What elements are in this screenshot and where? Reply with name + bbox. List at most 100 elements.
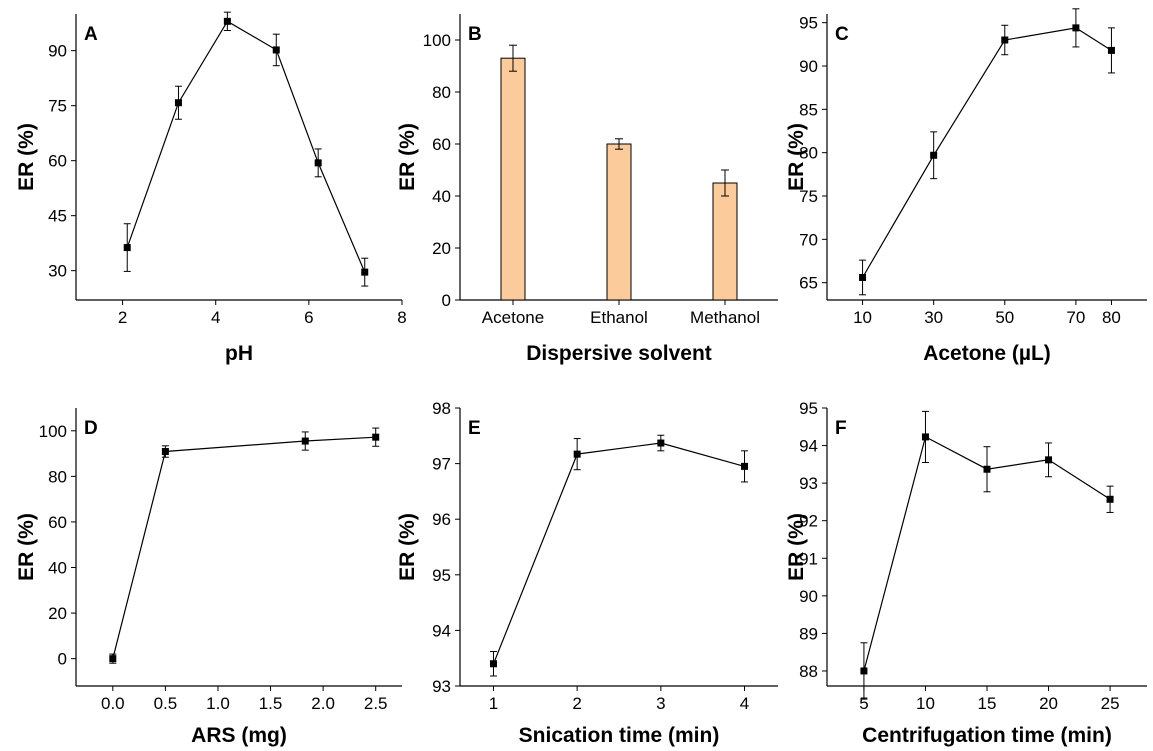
x-tick-label: 10 — [853, 308, 872, 327]
series-line — [126, 20, 366, 273]
y-tick-label: 60 — [432, 135, 451, 154]
data-point — [1001, 36, 1009, 44]
data-point — [741, 462, 749, 470]
y-tick-label: 100 — [423, 31, 451, 50]
x-axis-title: ARS (mg) — [191, 724, 287, 747]
y-axis-title: ER (%) — [785, 513, 808, 581]
data-point — [983, 465, 991, 473]
panel-letter: E — [468, 418, 481, 439]
x-tick-label: 6 — [304, 308, 313, 327]
data-point — [109, 655, 117, 663]
panel-f: 88 89 90 91 92 93 94 95 5 10 15 20 25 F Centrifugation… — [785, 399, 1147, 747]
panel-letter: F — [835, 418, 847, 439]
y-tick-label: 80 — [48, 467, 67, 486]
y-tick-label: 88 — [799, 662, 818, 681]
data-point — [223, 17, 231, 25]
panel-a: 30 45 60 75 90 2 4 6 8 ApH ER (%) — [15, 11, 407, 365]
x-tick-label: 2 — [118, 308, 127, 327]
x-tick-label: 15 — [978, 694, 997, 713]
data-point — [272, 46, 280, 54]
y-tick-label: 95 — [799, 399, 818, 418]
y-tick-label: 85 — [799, 100, 818, 119]
panel-c: 65 70 75 80 85 90 95 10 30 50 70 80 C Acetone (µL) ER … — [785, 8, 1147, 365]
y-axis-title: ER (%) — [396, 123, 419, 191]
x-axis-title: Acetone (µL) — [923, 342, 1051, 365]
y-axis-title: ER (%) — [785, 123, 808, 191]
data-point — [314, 159, 322, 167]
y-tick-label: 90 — [799, 587, 818, 606]
y-tick-label: 45 — [48, 207, 67, 226]
data-point — [123, 244, 131, 252]
y-tick-label: 80 — [799, 144, 818, 163]
x-axis-title: pH — [225, 342, 253, 365]
series-line — [492, 442, 745, 665]
y-tick-label: 90 — [799, 57, 818, 76]
y-tick-label: 30 — [48, 262, 67, 281]
x-tick-label: 50 — [995, 308, 1014, 327]
y-tick-label: 91 — [799, 549, 818, 568]
y-tick-label: 65 — [799, 274, 818, 293]
x-axis-title: Centrifugation time (min) — [862, 724, 1112, 747]
data-point — [1072, 24, 1080, 32]
data-point — [301, 437, 309, 445]
y-tick-label: 97 — [432, 455, 451, 474]
x-axis-title: Snication time (min) — [519, 724, 720, 747]
x-tick-label: Methanol — [690, 308, 760, 327]
x-tick-label: 3 — [656, 694, 665, 713]
y-axis-title: ER (%) — [15, 123, 38, 191]
data-point — [1107, 46, 1115, 54]
y-tick-label: 98 — [432, 399, 451, 418]
x-tick-label: 2.0 — [311, 694, 335, 713]
y-tick-label: 80 — [432, 83, 451, 102]
y-tick-label: 70 — [799, 230, 818, 249]
y-tick-label: 94 — [799, 437, 818, 456]
y-axis-title: ER (%) — [396, 513, 419, 581]
x-tick-label: 25 — [1101, 694, 1120, 713]
y-tick-label: 93 — [799, 474, 818, 493]
panel-d: 0 20 40 60 80 100 0.0 0.5 1.0 1.5 2.0 2.5 D ARS (mg) E… — [15, 408, 402, 747]
data-point — [161, 448, 169, 456]
x-tick-label: 0.0 — [101, 694, 125, 713]
panel-letter: D — [84, 418, 98, 439]
data-point — [860, 667, 868, 675]
data-point — [174, 99, 182, 107]
y-tick-label: 20 — [48, 604, 67, 623]
y-tick-label: 60 — [48, 513, 67, 532]
data-point — [859, 273, 867, 281]
x-tick-label: 30 — [924, 308, 943, 327]
y-tick-label: 89 — [799, 624, 818, 643]
x-tick-label: 80 — [1102, 308, 1121, 327]
series-line — [862, 27, 1112, 278]
x-tick-label: 70 — [1066, 308, 1085, 327]
panel-letter: A — [84, 24, 98, 45]
y-tick-label: 92 — [799, 512, 818, 531]
y-tick-label: 95 — [799, 14, 818, 33]
data-point — [930, 151, 938, 159]
data-point — [573, 450, 581, 458]
y-tick-label: 75 — [48, 97, 67, 116]
data-point — [921, 433, 929, 441]
x-tick-label: 1.0 — [206, 694, 230, 713]
x-tick-label: 1.5 — [259, 694, 283, 713]
data-point — [372, 433, 380, 441]
x-tick-label: 2.5 — [364, 694, 388, 713]
y-tick-label: 40 — [48, 559, 67, 578]
bar — [606, 143, 632, 301]
x-tick-label: 4 — [740, 694, 749, 713]
y-tick-label: 75 — [799, 187, 818, 206]
y-tick-label: 95 — [432, 566, 451, 585]
panel-letter: B — [468, 24, 482, 45]
x-tick-label: 8 — [397, 308, 406, 327]
y-tick-label: 0 — [58, 650, 67, 669]
y-tick-label: 94 — [432, 621, 451, 640]
x-tick-label: 20 — [1039, 694, 1058, 713]
x-tick-label: 0.5 — [154, 694, 178, 713]
data-point — [1106, 495, 1114, 503]
y-tick-label: 96 — [432, 510, 451, 529]
x-tick-label: Acetone — [482, 308, 544, 327]
x-tick-label: 5 — [859, 694, 868, 713]
bar — [500, 57, 526, 301]
series-line — [112, 436, 376, 659]
x-tick-label: 2 — [572, 694, 581, 713]
bar — [712, 182, 738, 301]
